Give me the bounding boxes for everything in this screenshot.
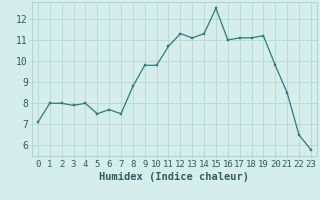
X-axis label: Humidex (Indice chaleur): Humidex (Indice chaleur) [100, 172, 249, 182]
